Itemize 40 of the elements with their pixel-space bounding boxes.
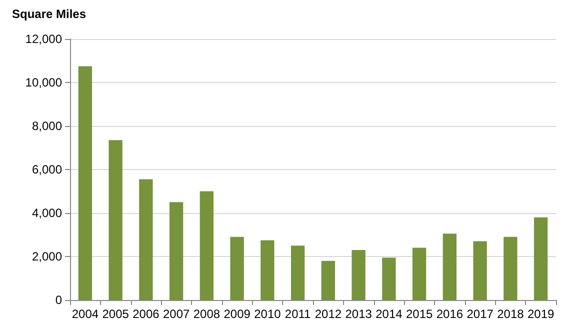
x-tick-label: 2005 — [102, 307, 130, 321]
x-tick-label: 2016 — [436, 307, 464, 321]
x-tick-label: 2019 — [527, 307, 554, 321]
x-tick-label: 2011 — [284, 307, 312, 321]
y-tick-label: 12,000 — [25, 32, 62, 46]
bar — [78, 66, 92, 300]
bar — [442, 234, 457, 300]
y-axis-title: Square Miles — [12, 7, 86, 21]
y-tick-label: 8,000 — [32, 119, 62, 133]
x-tick-label: 2006 — [132, 307, 160, 321]
y-tick-label: 6,000 — [32, 162, 62, 176]
x-tick-label: 2018 — [497, 307, 524, 321]
x-tick-label: 2004 — [72, 307, 99, 321]
bar — [352, 250, 366, 300]
bar — [504, 236, 518, 300]
bar — [321, 260, 336, 300]
bar — [382, 258, 396, 300]
bar — [290, 246, 305, 300]
x-tick-label: 2009 — [224, 307, 251, 321]
x-tick-label: 2008 — [193, 307, 220, 321]
x-tick-label: 2017 — [466, 307, 494, 321]
bar — [473, 241, 487, 300]
y-tick-label: 4,000 — [32, 206, 62, 220]
y-tick-label: 2,000 — [32, 250, 62, 264]
x-tick-label: 2007 — [162, 307, 190, 321]
y-tick-label: 10,000 — [25, 76, 62, 90]
bar — [260, 240, 274, 300]
bar — [169, 202, 184, 300]
bar — [412, 248, 426, 300]
bar — [108, 140, 122, 300]
x-tick-label: 2015 — [406, 307, 433, 321]
y-tick-label: 0 — [55, 293, 62, 307]
x-tick-label: 2010 — [254, 307, 282, 321]
x-tick-label: 2013 — [345, 307, 372, 321]
bar — [534, 217, 548, 300]
bar — [139, 179, 153, 300]
x-tick-label: 2014 — [376, 307, 403, 321]
x-tick-label: 2012 — [314, 307, 342, 321]
bar — [200, 191, 214, 300]
bar — [230, 236, 244, 300]
